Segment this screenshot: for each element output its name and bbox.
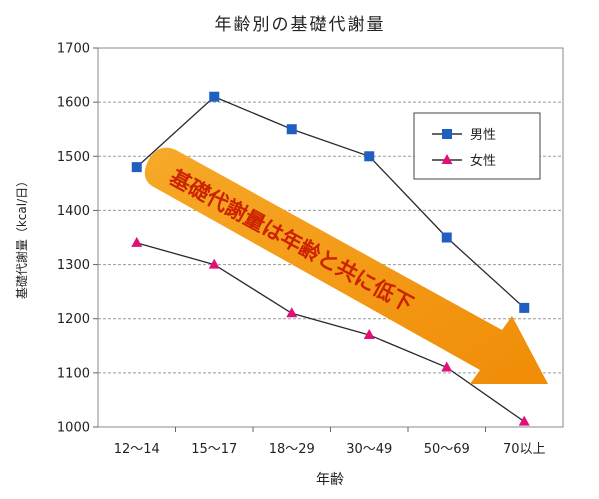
legend-box: [413, 112, 541, 180]
x-tick-label: 18〜29: [269, 442, 315, 457]
annotation-arrow: 基礎代謝量は年齢と共に低下: [144, 147, 549, 384]
y-tick-label: 1300: [57, 258, 90, 273]
data-point: [441, 232, 452, 243]
x-axis-label: 年齢: [316, 472, 344, 488]
data-point: [209, 91, 220, 102]
y-tick-label: 1100: [57, 366, 90, 381]
data-point: [286, 124, 297, 135]
x-tick-label: 70以上: [503, 442, 546, 457]
data-point: [208, 258, 220, 269]
legend-marker-male: [442, 129, 452, 139]
data-point: [519, 302, 530, 313]
data-point: [363, 328, 375, 339]
legend-marker-female: [441, 154, 453, 164]
y-tick-label: 1500: [57, 150, 90, 165]
data-point: [518, 415, 530, 426]
y-tick-label: 1700: [57, 42, 90, 57]
series-layer: [131, 91, 530, 426]
legend-label-female: 女性: [470, 153, 496, 169]
y-tick-label: 1400: [57, 204, 90, 219]
data-point: [441, 361, 453, 372]
x-tick-label: 12〜14: [114, 442, 160, 457]
series-line: [136, 95, 525, 309]
data-point: [286, 307, 298, 318]
series-male: [131, 91, 530, 313]
y-tick-label: 1000: [57, 421, 90, 436]
chart-title: 年齢別の基礎代謝量: [215, 15, 386, 35]
x-tick-label: 15〜17: [191, 442, 237, 457]
x-tick-label: 50〜69: [424, 442, 470, 457]
y-axis-ticks: 1000 1100 1200 1300 1400 1500 1600 1700: [57, 42, 98, 436]
legend: 男性 女性: [413, 112, 541, 180]
series-line: [136, 242, 525, 423]
y-tick-label: 1600: [57, 96, 90, 111]
y-tick-label: 1200: [57, 312, 90, 327]
data-point: [364, 151, 375, 162]
annotation-text: 基礎代謝量は年齢と共に低下: [166, 165, 417, 316]
x-axis-ticks: 12〜14 15〜17 18〜29 30〜49 50〜69 70以上: [114, 427, 546, 457]
y-axis-label: 基礎代謝量（kcal/日）: [14, 175, 29, 299]
series-female: [131, 236, 530, 426]
legend-label-male: 男性: [470, 128, 496, 143]
x-tick-label: 30〜49: [346, 442, 392, 457]
data-point: [131, 162, 142, 173]
arrow-shape: [144, 147, 549, 384]
data-point: [131, 236, 143, 247]
